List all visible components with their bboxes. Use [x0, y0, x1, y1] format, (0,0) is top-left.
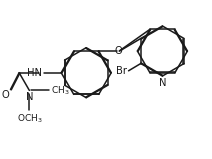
- Text: HN: HN: [27, 68, 42, 78]
- Text: Br: Br: [116, 66, 127, 76]
- Text: N: N: [159, 78, 166, 88]
- Text: OCH$_3$: OCH$_3$: [17, 112, 42, 124]
- Text: O: O: [114, 46, 122, 56]
- Text: N: N: [26, 92, 33, 102]
- Text: O: O: [1, 90, 9, 100]
- Text: CH$_3$: CH$_3$: [51, 84, 70, 97]
